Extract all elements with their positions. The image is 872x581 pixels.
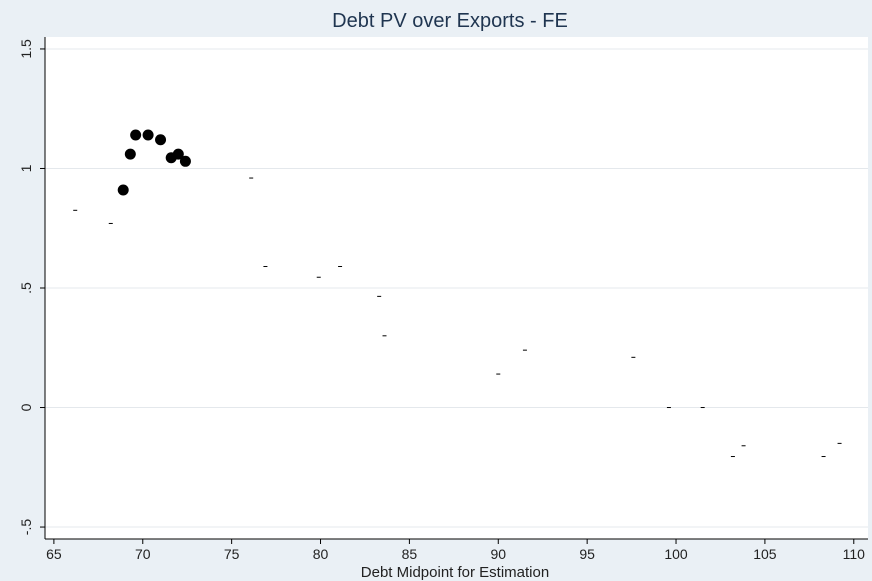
y-tick-label: .5 [18,282,34,294]
data-marks [73,129,842,458]
x-tick-label: 65 [46,546,62,562]
data-point [130,129,142,141]
x-tick-label: 95 [579,546,595,562]
x-tick-label: 70 [135,546,151,562]
x-tick-label: 85 [402,546,418,562]
data-point [124,148,136,160]
data-point [142,129,154,141]
x-tick-label: 75 [224,546,240,562]
x-tick-label: 105 [753,546,777,562]
y-tick-label: 1.5 [18,39,34,59]
y-tick-label: -.5 [18,519,34,536]
y-tick-label: 0 [18,403,34,411]
x-tick-label: 110 [843,546,866,562]
data-point [172,148,184,160]
x-tick-label: 90 [490,546,506,562]
x-axis-label: Debt Midpoint for Estimation [361,564,549,581]
y-tick-label: 1 [18,164,34,172]
data-point [179,155,191,167]
x-tick-label: 100 [664,546,688,562]
x-tick-label: 80 [313,546,329,562]
axes: -.5 0 .5 1 1.5 65 70 75 80 85 90 95 100 105 110 [18,37,868,562]
data-point [117,184,129,196]
grid-lines [45,48,868,528]
chart-title: Debt PV over Exports - FE [332,10,568,32]
data-point [155,134,167,146]
